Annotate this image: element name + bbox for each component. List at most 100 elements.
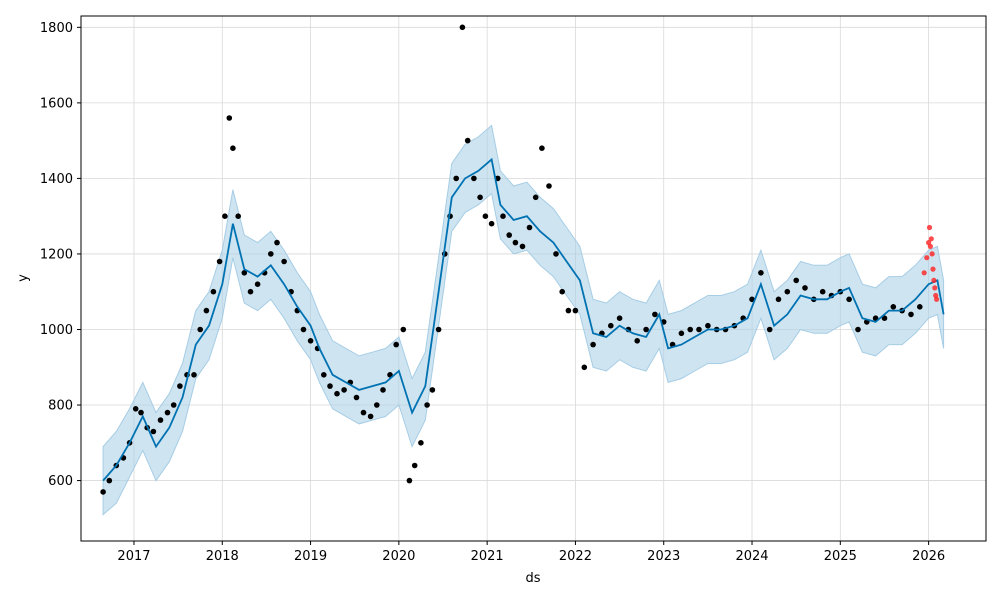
observed-point [488,220,495,227]
observed-point [908,311,914,318]
recent-observed-point [929,251,935,257]
y-tick-label: 1600 [40,96,73,111]
observed-point [241,270,248,276]
observed-point [917,304,923,310]
observed-point [749,296,755,303]
observed-point [360,409,367,416]
uncertainty-band [102,124,945,516]
observed-point [459,24,466,31]
x-tick-label: 2020 [382,549,415,564]
observed-point [374,402,380,408]
observed-point [274,239,280,246]
observed-point [334,390,340,397]
observed-point [230,145,236,151]
observed-point [705,322,711,329]
observed-point [400,326,407,333]
observed-point [855,326,861,333]
y-axis-label: y [16,274,31,282]
observed-point [512,239,519,246]
observed-point [526,224,533,231]
observed-point [307,338,314,344]
observed-point [482,213,489,219]
x-tick-label: 2017 [117,549,150,564]
observed-point [191,372,197,378]
x-tick-label: 2022 [559,549,592,564]
observed-point [793,277,799,284]
observed-point [784,288,791,295]
observed-point [890,304,897,310]
recent-observed-point [927,243,934,249]
observed-point [210,288,217,295]
observed-point [532,194,539,201]
x-tick-label: 2021 [471,549,504,564]
recent-observed-point [931,277,937,283]
observed-point [696,326,702,333]
observed-point [380,387,386,393]
observed-point [216,258,223,265]
observed-point [177,383,183,389]
forecast-line [102,157,945,482]
observed-point [616,315,623,322]
observed-point [652,311,658,318]
observed-point [559,288,565,295]
observed-point [247,288,254,295]
observed-point [766,326,773,333]
x-axis: 2017 2018 2019 2020 2021 2022 2023 2024 2025 2026 [117,541,945,564]
observed-point [281,258,287,265]
observed-point [678,330,685,337]
observed-point [590,341,596,348]
observed-point [411,462,418,469]
observed-point [435,326,442,333]
observed-point [846,296,852,303]
observed-point [775,296,782,303]
observed-point [519,243,526,250]
observed-point [553,251,559,257]
recent-observed-point [930,266,936,272]
x-tick-label: 2023 [647,549,680,564]
observed-point [203,307,210,314]
x-tick-label: 2026 [912,549,945,564]
x-axis-label: ds [525,571,540,586]
observed-point [367,413,374,420]
observed-point [222,213,228,219]
observed-point [581,364,588,371]
observed-point [539,145,545,151]
y-tick-label: 1000 [40,323,73,338]
recent-observed-point [921,270,927,276]
observed-point [321,372,327,378]
observed-point [453,175,460,182]
observed-point [634,338,640,344]
observed-point [687,326,693,333]
observed-point [106,477,113,484]
observed-point [254,281,261,288]
y-tick-label: 1200 [40,247,73,262]
x-tick-label: 2024 [735,549,768,564]
plot-frame [80,15,987,542]
recent-observed-point [934,296,940,302]
y-tick-label: 1800 [40,21,73,36]
observed-point [100,489,106,495]
observed-point [418,440,424,446]
y-axis: 600 800 1000 1200 1400 1600 1800 [40,21,81,489]
observed-point [393,341,400,348]
observed-point [758,270,764,276]
observed-point [341,387,347,393]
observed-point [387,372,393,378]
observed-point [150,428,157,435]
observed-point [471,175,477,182]
observed-point [300,326,307,333]
recent-observed-point [924,255,930,261]
observed-point [268,251,274,257]
y-tick-label: 800 [48,399,73,414]
observed-point [327,383,333,389]
observed-point [572,307,579,314]
observed-point [424,402,430,408]
observed-point [138,409,144,416]
observed-point [881,315,888,322]
observed-point [500,213,506,219]
observed-point [197,326,203,333]
observed-point [353,394,360,401]
recent-observed-points [921,224,940,302]
observed-point [429,387,436,393]
